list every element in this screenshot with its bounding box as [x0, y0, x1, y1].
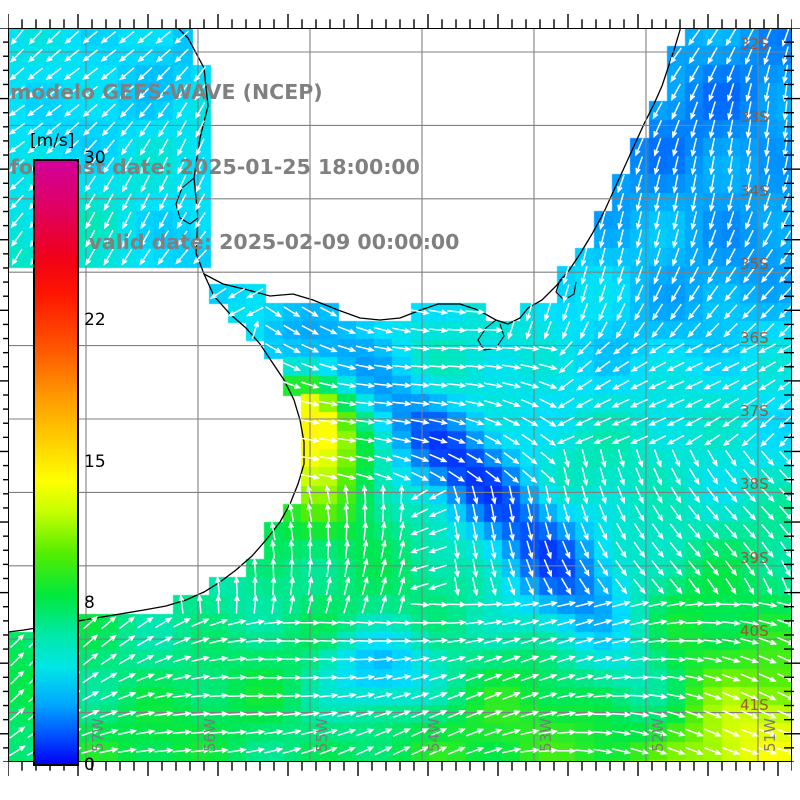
colorbar-gradient	[33, 159, 79, 766]
colorbar-unit-label: [m/s]	[30, 131, 75, 151]
map-title-block: modelo GEFS-WAVE (NCEP) forecast date: 2…	[10, 30, 530, 305]
colorbar-tick-15: 15	[84, 451, 106, 472]
lon-label-57W: 57W	[89, 718, 107, 752]
map-plot-area[interactable]	[8, 28, 792, 762]
lat-label-36S: 36S	[740, 328, 769, 347]
lon-label-52W: 52W	[649, 718, 667, 752]
right-tick-ruler	[784, 28, 800, 762]
lat-label-35S: 35S	[740, 255, 769, 274]
lat-label-41S: 41S	[740, 695, 769, 714]
lon-label-56W: 56W	[201, 718, 219, 752]
lon-label-53W: 53W	[537, 718, 555, 752]
lon-label-51W: 51W	[761, 718, 779, 752]
lat-label-33S: 33S	[740, 108, 769, 127]
lat-label-37S: 37S	[740, 402, 769, 420]
top-tick-ruler	[8, 14, 792, 28]
lat-label-39S: 39S	[740, 548, 769, 567]
colorbar-tick-8: 8	[84, 593, 95, 614]
colorbar-tick-0: 0	[84, 755, 95, 775]
colorbar-tick-22: 22	[84, 309, 106, 330]
colorbar-tick-30: 30	[84, 148, 106, 168]
model-name-line: modelo GEFS-WAVE (NCEP)	[10, 80, 323, 104]
lat-label-32S: 32S	[740, 35, 769, 53]
lon-label-55W: 55W	[313, 718, 331, 752]
bottom-tick-ruler	[8, 762, 792, 776]
valid-date-line: valid date: 2025-02-09 00:00:00	[88, 230, 460, 254]
lat-label-34S: 34S	[740, 181, 769, 200]
left-tick-ruler	[0, 28, 8, 762]
colorbar[interactable]	[33, 159, 79, 766]
lon-label-54W: 54W	[425, 718, 443, 752]
lat-label-38S: 38S	[740, 475, 769, 494]
lat-label-40S: 40S	[740, 622, 769, 641]
